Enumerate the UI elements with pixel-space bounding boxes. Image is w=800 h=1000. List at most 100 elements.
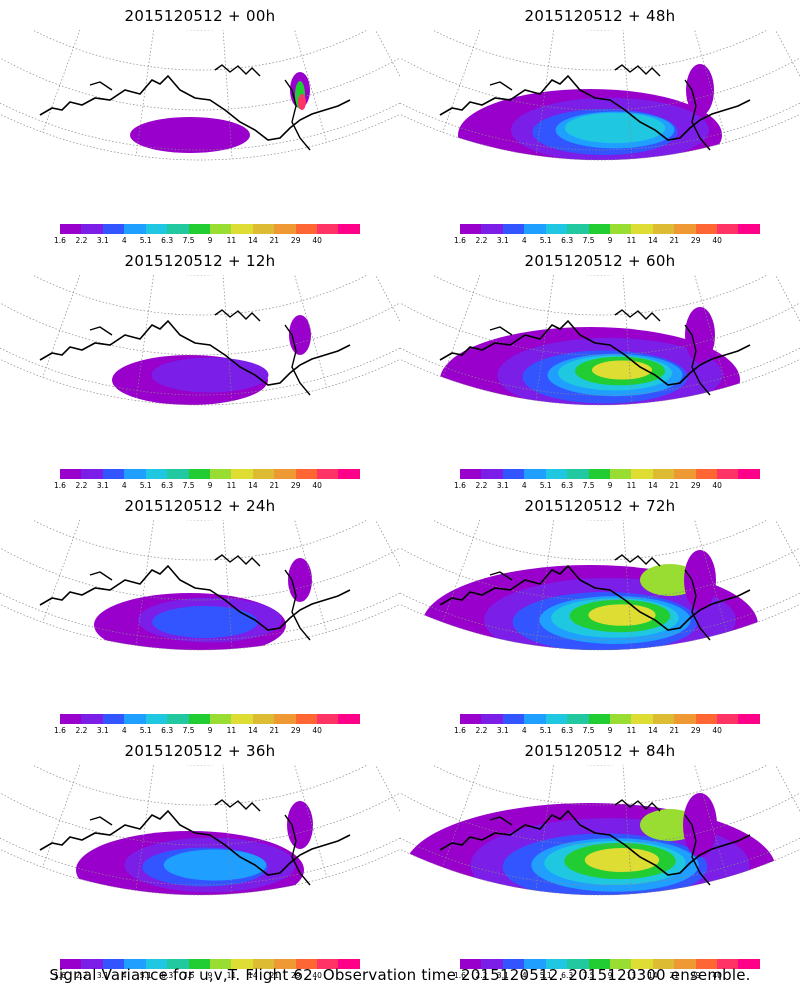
longitude-line <box>294 520 328 633</box>
colorbar-segment <box>652 714 675 724</box>
latitude-line <box>400 302 800 356</box>
longitude-line <box>294 765 328 878</box>
colorbar-segment <box>338 224 360 234</box>
graticule <box>400 765 800 896</box>
variance-field <box>422 550 758 650</box>
coastline <box>439 809 751 876</box>
colorbar <box>460 959 760 969</box>
colorbar-label: 4 <box>121 481 127 490</box>
polar-map <box>0 275 400 406</box>
longitude-line <box>694 765 728 878</box>
colorbar-label: 11 <box>626 236 637 245</box>
latitude-line <box>400 592 800 641</box>
colorbar-segment <box>567 959 589 969</box>
colorbar-label: 7.5 <box>582 726 595 735</box>
coastline <box>489 554 711 641</box>
variance-region <box>288 558 312 602</box>
panel-title: 2015120512 + 60h <box>524 252 676 270</box>
colorbar-labels: 1.6 2.2 3.1 4 5.1 6.3 7.5 9 11 14 21 29 40 <box>54 236 360 245</box>
colorbar-segment <box>609 224 632 234</box>
colorbar-labels: 1.6 2.2 3.1 4 5.1 6.3 7.5 9 11 14 21 29 40 <box>454 481 760 490</box>
longitude-line <box>442 520 481 623</box>
longitude-line <box>694 275 728 388</box>
panel-title: 2015120512 + 36h <box>124 742 276 760</box>
colorbar-segment <box>317 469 339 479</box>
colorbar-segment <box>524 469 546 479</box>
colorbar-segment <box>295 714 318 724</box>
latitude-line <box>0 547 400 601</box>
domain-outline <box>0 520 400 651</box>
colorbar-label: 11 <box>626 481 637 490</box>
latitude-line <box>432 520 768 561</box>
variance-field <box>404 793 776 895</box>
coastline <box>39 809 351 876</box>
colorbar-label: 4 <box>521 971 527 980</box>
colorbar-segment <box>631 714 653 724</box>
colorbar-label: 3.1 <box>496 236 509 245</box>
colorbar-label: 9 <box>207 481 213 490</box>
variance-field <box>130 72 310 153</box>
colorbar-segment <box>338 469 360 479</box>
colorbar-segment <box>145 714 168 724</box>
coastline <box>439 74 751 141</box>
colorbar-label: 21 <box>669 236 680 245</box>
longitude-line <box>0 275 25 335</box>
colorbar-label: 5.1 <box>539 971 552 980</box>
colorbar-label: 6.3 <box>561 236 574 245</box>
map-panel: 2015120512 + 24h 1.6 2.2 3.1 4 5.1 6.3 7.5 9 11 14… <box>0 490 400 735</box>
colorbar-label: 6.3 <box>161 726 174 735</box>
variance-field <box>458 64 722 160</box>
colorbar-label: 21 <box>669 481 680 490</box>
longitude-line <box>375 275 400 322</box>
map-panel: 2015120512 + 72h 1.6 2.2 3.1 4 5.1 6.3 7.5 9 11 14… <box>400 490 800 735</box>
colorbar-segment <box>317 714 339 724</box>
polar-map <box>400 275 800 406</box>
longitude-line <box>135 765 154 891</box>
colorbar-label: 7.5 <box>182 726 195 735</box>
panel-title: 2015120512 + 00h <box>124 7 276 25</box>
longitude-line <box>442 275 481 378</box>
colorbar-label: 3.1 <box>96 236 109 245</box>
colorbar-label: 3.1 <box>496 726 509 735</box>
colorbar-segment <box>588 714 610 724</box>
colorbar-label: 1.6 <box>454 726 466 735</box>
latitude-line <box>432 30 768 71</box>
domain-outline <box>0 30 400 161</box>
colorbar-segment <box>252 714 275 724</box>
variance-field <box>76 801 313 895</box>
colorbar-label: 5.1 <box>139 481 152 490</box>
longitude-line <box>775 30 800 77</box>
coastline <box>489 309 711 396</box>
colorbar-segment <box>631 224 653 234</box>
colorbar-label: 21 <box>269 726 280 735</box>
longitude-line <box>442 30 481 133</box>
longitude-line <box>535 765 554 891</box>
variance-region <box>151 357 269 393</box>
latitude-line <box>0 792 400 846</box>
colorbar-segment <box>481 469 503 479</box>
colorbar-label: 1.6 <box>54 236 66 245</box>
variance-region <box>686 64 714 116</box>
colorbar-segment <box>502 714 525 724</box>
colorbar-segment <box>60 224 82 234</box>
latitude-line <box>400 57 800 111</box>
colorbar-label: 40 <box>312 236 322 245</box>
colorbar-label: 1.6 <box>454 236 466 245</box>
colorbar-label: 3.1 <box>96 726 109 735</box>
variance-region <box>685 307 715 363</box>
latitude-line <box>32 275 368 316</box>
colorbar-label: 2.2 <box>475 726 488 735</box>
colorbar-segment <box>231 469 253 479</box>
colorbar-label: 1.6 <box>54 971 66 980</box>
colorbar-segment <box>231 224 253 234</box>
polar-map <box>400 30 800 161</box>
colorbar-segment <box>188 959 210 969</box>
colorbar-label: 7.5 <box>182 481 195 490</box>
colorbar-label: 6.3 <box>161 236 174 245</box>
colorbar-labels: 1.6 2.2 3.1 4 5.1 6.3 7.5 9 11 14 21 29 40 <box>54 481 360 490</box>
colorbar-segment <box>460 224 482 234</box>
colorbar-segment <box>231 714 253 724</box>
colorbar-segment <box>717 469 739 479</box>
longitude-line <box>375 520 400 567</box>
colorbar-segment <box>695 224 718 234</box>
